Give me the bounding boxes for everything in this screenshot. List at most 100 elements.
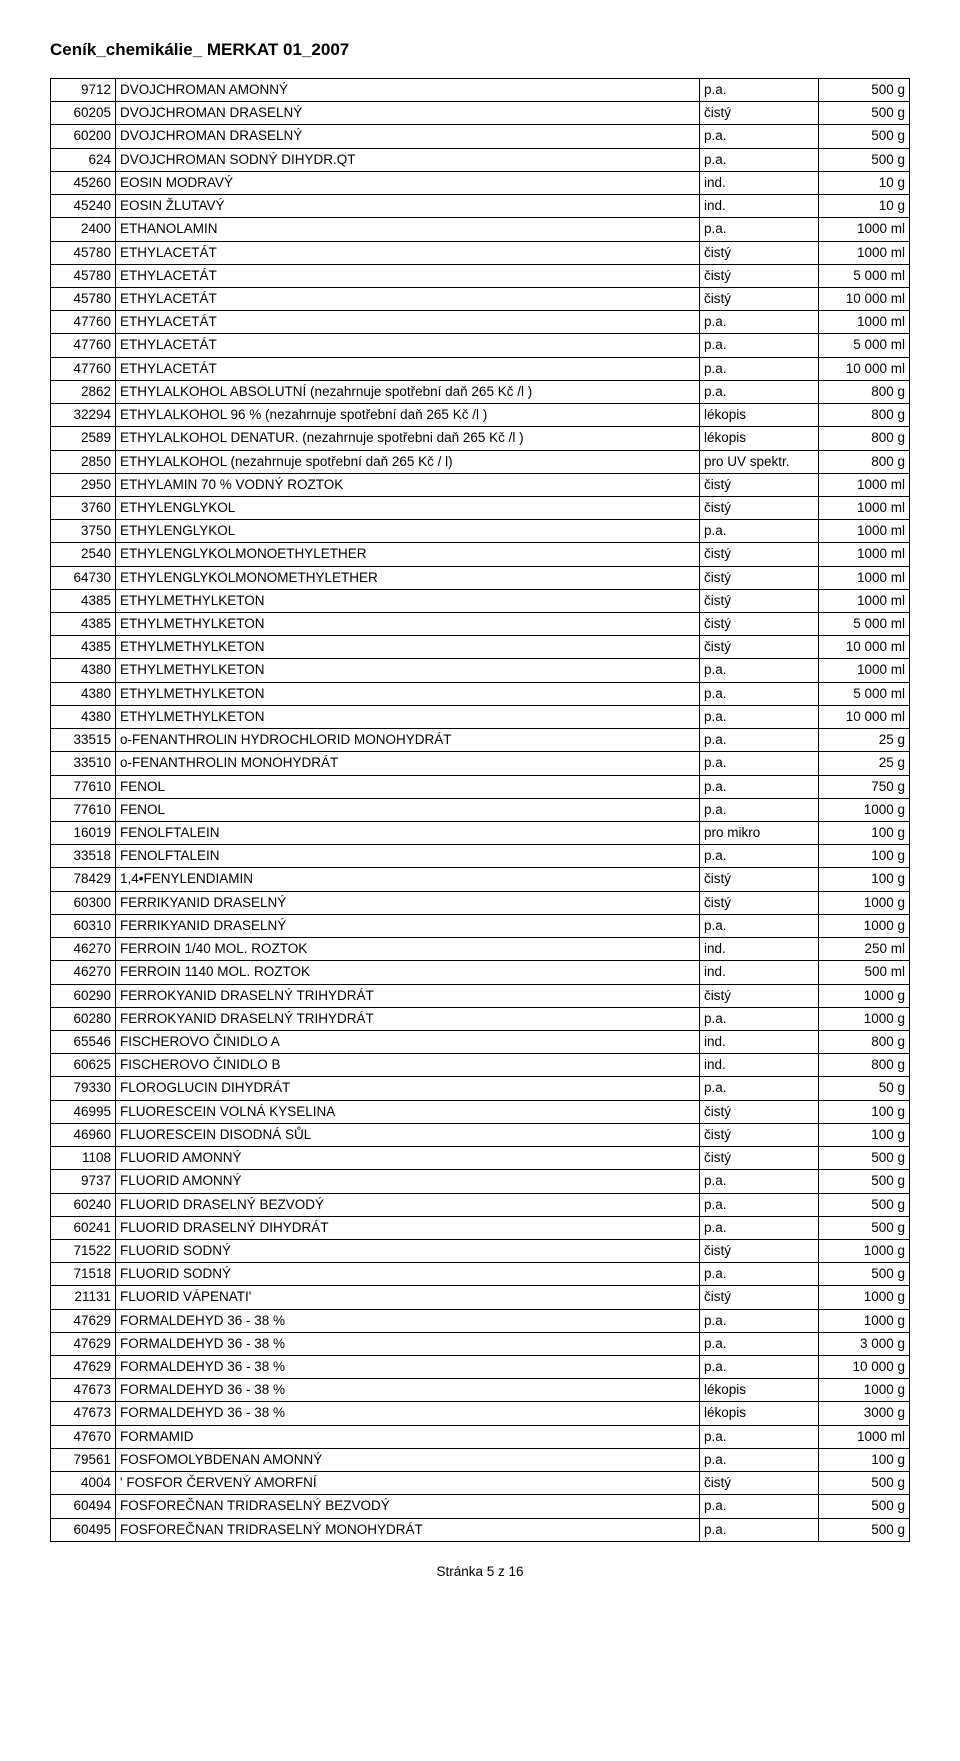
table-row: 4004' FOSFOR ČERVENÝ AMORFNÍčistý500 g xyxy=(51,1472,910,1495)
cell-grade: pro UV spektr. xyxy=(700,450,819,473)
cell-grade: p.a. xyxy=(700,729,819,752)
table-row: 2589ETHYLALKOHOL DENATUR. (nezahrnuje sp… xyxy=(51,427,910,450)
cell-name: ETHYLMETHYLKETON xyxy=(116,705,700,728)
cell-name: FLUORID DRASELNÝ DIHYDRÁT xyxy=(116,1216,700,1239)
table-row: 71518FLUORID SODNÝp.a.500 g xyxy=(51,1263,910,1286)
table-row: 3760ETHYLENGLYKOLčistý1000 ml xyxy=(51,496,910,519)
cell-name: FLUORID SODNÝ xyxy=(116,1263,700,1286)
table-row: 46270FERROIN 1/40 MOL. ROZTOKind.250 ml xyxy=(51,938,910,961)
cell-name: ETHYLACETÁT xyxy=(116,357,700,380)
cell-grade: pro mikro xyxy=(700,822,819,845)
cell-name: FENOL xyxy=(116,798,700,821)
cell-name: ETHYLACETÁT xyxy=(116,334,700,357)
cell-grade: p.a. xyxy=(700,1518,819,1541)
cell-grade: čistý xyxy=(700,1123,819,1146)
cell-grade: čistý xyxy=(700,241,819,264)
cell-amount: 5 000 ml xyxy=(819,682,910,705)
cell-code: 60300 xyxy=(51,891,116,914)
table-row: 46270FERROIN 1140 MOL. ROZTOKind.500 ml xyxy=(51,961,910,984)
cell-name: ETHYLAMIN 70 % VODNÝ ROZTOK xyxy=(116,473,700,496)
table-row: 47760ETHYLACETÁTp.a.5 000 ml xyxy=(51,334,910,357)
cell-grade: p.a. xyxy=(700,775,819,798)
cell-amount: 1000 ml xyxy=(819,589,910,612)
cell-amount: 500 g xyxy=(819,1495,910,1518)
cell-name: FLOROGLUCIN DIHYDRÁT xyxy=(116,1077,700,1100)
cell-name: FORMALDEHYD 36 - 38 % xyxy=(116,1402,700,1425)
table-row: 47760ETHYLACETÁTp.a.1000 ml xyxy=(51,311,910,334)
cell-amount: 10 000 ml xyxy=(819,357,910,380)
cell-grade: p.a. xyxy=(700,1193,819,1216)
cell-amount: 1000 g xyxy=(819,1007,910,1030)
cell-amount: 25 g xyxy=(819,752,910,775)
cell-code: 60241 xyxy=(51,1216,116,1239)
table-row: 784291,4•FENYLENDIAMINčistý100 g xyxy=(51,868,910,891)
cell-grade: čistý xyxy=(700,496,819,519)
cell-code: 4380 xyxy=(51,682,116,705)
cell-amount: 500 g xyxy=(819,102,910,125)
cell-code: 60495 xyxy=(51,1518,116,1541)
cell-amount: 500 g xyxy=(819,1193,910,1216)
cell-code: 77610 xyxy=(51,798,116,821)
cell-amount: 5 000 ml xyxy=(819,264,910,287)
cell-amount: 100 g xyxy=(819,1448,910,1471)
cell-grade: čistý xyxy=(700,1286,819,1309)
cell-name: FLUORID SODNÝ xyxy=(116,1239,700,1262)
cell-name: FENOLFTALEIN xyxy=(116,822,700,845)
cell-code: 65546 xyxy=(51,1030,116,1053)
cell-code: 60290 xyxy=(51,984,116,1007)
cell-code: 60310 xyxy=(51,914,116,937)
cell-grade: p.a. xyxy=(700,914,819,937)
cell-code: 2400 xyxy=(51,218,116,241)
cell-name: DVOJCHROMAN SODNÝ DIHYDR.QT xyxy=(116,148,700,171)
cell-grade: p.a. xyxy=(700,125,819,148)
cell-amount: 10 g xyxy=(819,171,910,194)
table-row: 2950ETHYLAMIN 70 % VODNÝ ROZTOKčistý1000… xyxy=(51,473,910,496)
table-row: 33515o-FENANTHROLIN HYDROCHLORID MONOHYD… xyxy=(51,729,910,752)
cell-grade: čistý xyxy=(700,473,819,496)
cell-code: 78429 xyxy=(51,868,116,891)
cell-name: o-FENANTHROLIN HYDROCHLORID MONOHYDRÁT xyxy=(116,729,700,752)
cell-grade: p.a. xyxy=(700,1309,819,1332)
cell-amount: 1000 ml xyxy=(819,496,910,519)
cell-grade: čistý xyxy=(700,543,819,566)
cell-code: 47629 xyxy=(51,1356,116,1379)
table-row: 60205DVOJCHROMAN DRASELNÝčistý500 g xyxy=(51,102,910,125)
table-row: 1108FLUORID AMONNÝčistý500 g xyxy=(51,1147,910,1170)
cell-grade: lékopis xyxy=(700,1402,819,1425)
cell-amount: 500 g xyxy=(819,1170,910,1193)
cell-grade: čistý xyxy=(700,891,819,914)
cell-name: FERRIKYANID DRASELNÝ xyxy=(116,914,700,937)
table-row: 77610FENOLp.a.1000 g xyxy=(51,798,910,821)
cell-name: ETHYLALKOHOL 96 % (nezahrnuje spotřební … xyxy=(116,404,700,427)
cell-amount: 100 g xyxy=(819,868,910,891)
cell-code: 45780 xyxy=(51,287,116,310)
table-row: 64730ETHYLENGLYKOLMONOMETHYLETHERčistý10… xyxy=(51,566,910,589)
cell-name: ETHYLENGLYKOL xyxy=(116,520,700,543)
cell-code: 46995 xyxy=(51,1100,116,1123)
cell-code: 33515 xyxy=(51,729,116,752)
cell-grade: p.a. xyxy=(700,334,819,357)
cell-amount: 10 000 ml xyxy=(819,705,910,728)
cell-code: 64730 xyxy=(51,566,116,589)
cell-grade: čistý xyxy=(700,636,819,659)
cell-amount: 800 g xyxy=(819,427,910,450)
cell-grade: p.a. xyxy=(700,845,819,868)
table-row: 4380ETHYLMETHYLKETONp.a.5 000 ml xyxy=(51,682,910,705)
cell-name: ETHYLMETHYLKETON xyxy=(116,589,700,612)
table-row: 2862ETHYLALKOHOL ABSOLUTNÍ (nezahrnuje s… xyxy=(51,380,910,403)
cell-grade: čistý xyxy=(700,589,819,612)
cell-grade: čistý xyxy=(700,1100,819,1123)
cell-grade: p.a. xyxy=(700,1170,819,1193)
cell-grade: ind. xyxy=(700,171,819,194)
cell-code: 45240 xyxy=(51,195,116,218)
table-row: 3750ETHYLENGLYKOLp.a.1000 ml xyxy=(51,520,910,543)
cell-grade: čistý xyxy=(700,984,819,1007)
cell-amount: 800 g xyxy=(819,1030,910,1053)
cell-amount: 10 000 ml xyxy=(819,287,910,310)
cell-grade: ind. xyxy=(700,195,819,218)
table-row: 33510o-FENANTHROLIN MONOHYDRÁTp.a.25 g xyxy=(51,752,910,775)
cell-grade: čistý xyxy=(700,264,819,287)
cell-name: FERROKYANID DRASELNÝ TRIHYDRÁT xyxy=(116,984,700,1007)
cell-grade: p.a. xyxy=(700,1263,819,1286)
table-row: 60200DVOJCHROMAN DRASELNÝp.a.500 g xyxy=(51,125,910,148)
